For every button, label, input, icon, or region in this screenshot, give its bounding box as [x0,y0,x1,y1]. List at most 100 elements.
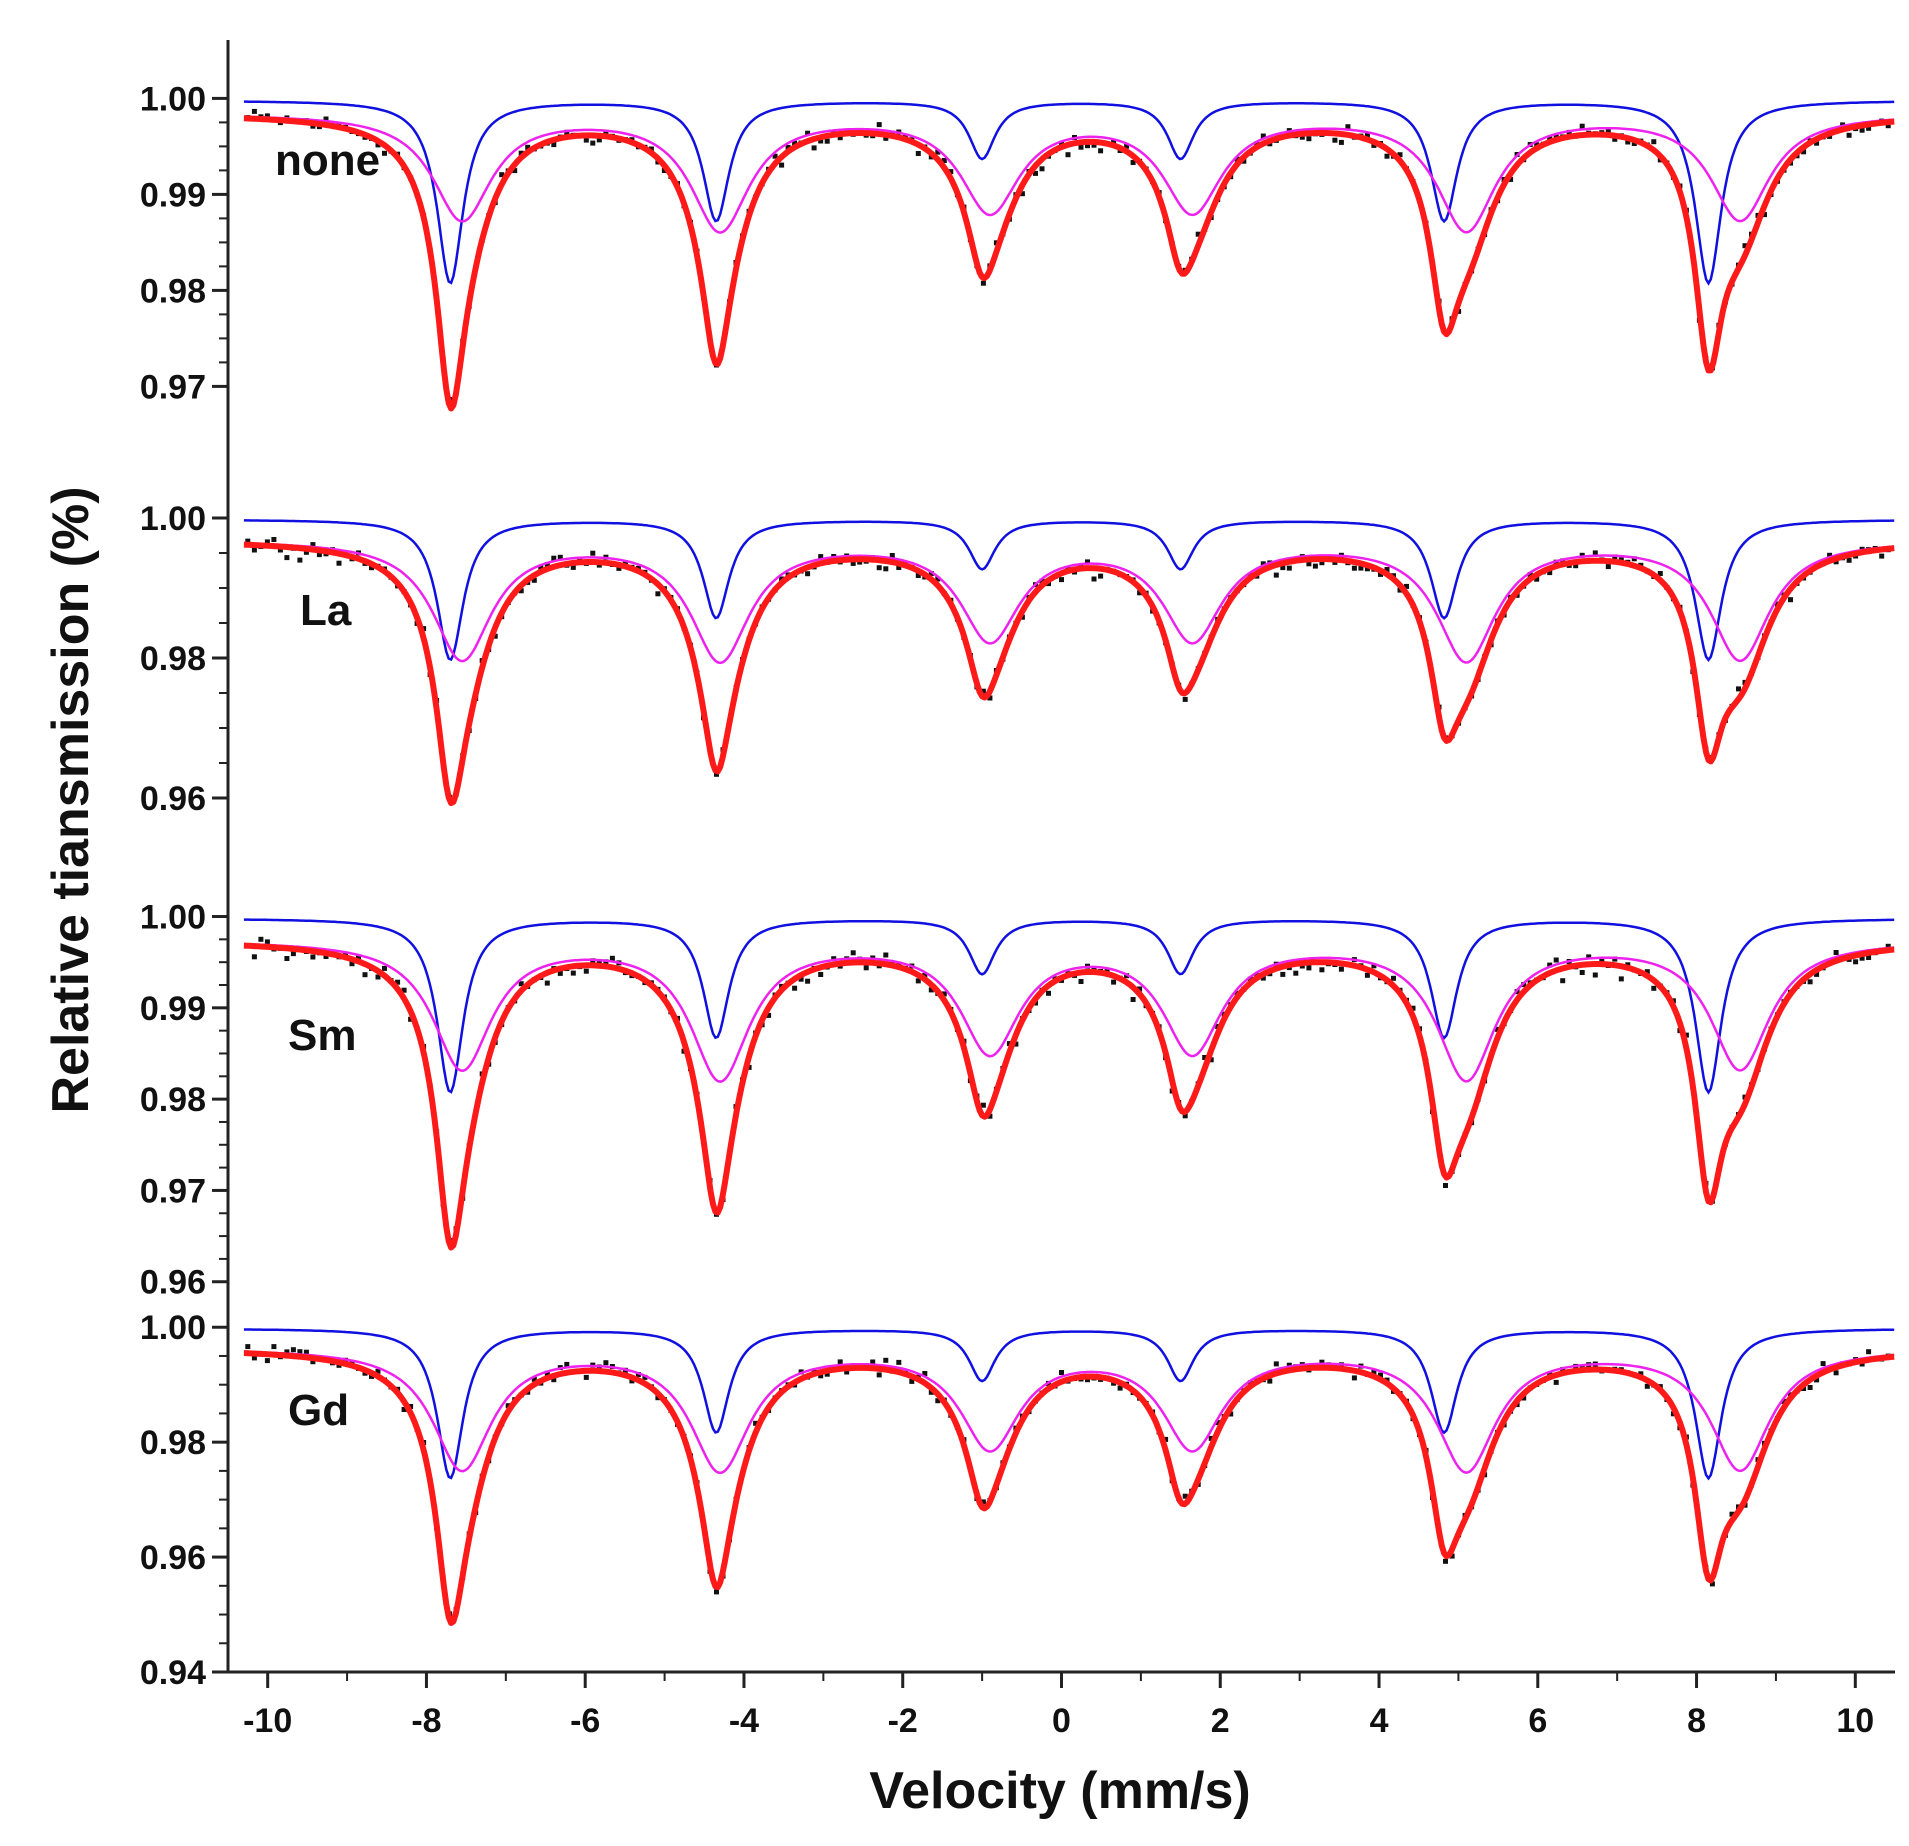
x-tick-label: -2 [888,1702,918,1740]
data-point [980,1499,986,1505]
data-point [1579,970,1585,975]
data-point [603,1360,609,1366]
data-point [297,1349,303,1355]
data-point [570,970,576,976]
sextet-2-curve-none [243,115,1895,234]
data-point [648,146,654,152]
data-point [1788,597,1793,603]
data-point [1866,955,1872,960]
data-point [876,122,882,128]
data-point [1879,553,1885,559]
data-point [596,137,602,143]
data-point [1742,243,1748,249]
y-tick-label: 0.98 [140,640,206,678]
data-point [792,985,798,991]
data-point [1371,1369,1377,1375]
data-point [401,1407,407,1412]
data-point [818,138,824,144]
data-point [531,577,537,583]
data-point [1059,1370,1064,1375]
data-point [1085,1377,1090,1383]
data-point [1260,975,1266,981]
data-point [310,542,316,548]
data-point [883,952,889,958]
data-point [323,954,329,959]
data-point [889,553,895,558]
data-point [310,1359,316,1365]
data-point [909,1378,915,1384]
data-point [538,565,544,571]
data-point [1833,950,1839,955]
data-point [850,950,856,956]
data-point [284,555,290,561]
total-fit-curve-La [243,541,1895,807]
data-point [935,576,941,582]
data-point [980,688,986,694]
data-point [935,149,941,155]
data-point [1618,976,1624,982]
data-point [1267,1378,1273,1384]
data-point [1104,968,1110,974]
data-point [271,1344,277,1350]
data-point [844,1369,850,1375]
data-point [544,1370,550,1376]
data-point [1807,979,1813,985]
total-fit-curve-Sm [243,942,1895,1251]
data-point [356,955,361,960]
data-point [518,981,524,987]
data-point [1124,143,1130,149]
data-point [1443,1183,1448,1188]
data-point [564,1361,570,1367]
data-point [753,1420,759,1426]
data-point [1885,123,1891,129]
data-point [395,979,401,985]
data-point [375,1368,381,1374]
data-point [1833,559,1839,565]
data-point [766,1012,772,1018]
data-point [408,1404,414,1409]
data-point [401,987,407,993]
x-tick-label: 2 [1211,1702,1230,1740]
data-point [1046,990,1051,996]
data-point [1039,166,1045,172]
data-point [915,151,921,156]
data-point [1736,686,1741,692]
data-point [980,280,986,286]
data-point [590,140,596,146]
data-point [1846,557,1852,563]
data-point [1560,1367,1566,1373]
data-point [928,987,934,993]
data-point [922,973,928,978]
data-point [1195,231,1201,237]
data-point [264,113,270,119]
data-point [1527,572,1533,577]
data-point [1586,954,1592,960]
data-point [818,1373,824,1379]
data-point [1644,969,1650,975]
data-point [1573,563,1579,569]
data-point [818,972,824,977]
data-point [629,1378,635,1384]
data-point [1163,1436,1169,1442]
data-point [1091,142,1097,148]
data-point [1338,966,1344,972]
data-point [583,1374,589,1380]
data-point [303,1349,309,1355]
data-point [1085,143,1090,149]
data-point [1781,1398,1787,1404]
data-point [935,1398,941,1404]
data-point [557,970,563,976]
data-points-none [245,108,1891,402]
data-point [1182,1113,1188,1119]
data-point [323,116,329,122]
data-point [1801,149,1807,155]
data-point [1644,1383,1650,1389]
data-point [798,976,804,982]
data-point [1495,1026,1501,1032]
x-tick-label: -4 [729,1702,759,1740]
y-tick-label: 0.98 [140,272,206,310]
data-point [1371,142,1377,148]
data-point [1553,1379,1559,1385]
y-tick-label: 1.00 [140,899,206,937]
data-point [1807,1385,1813,1390]
